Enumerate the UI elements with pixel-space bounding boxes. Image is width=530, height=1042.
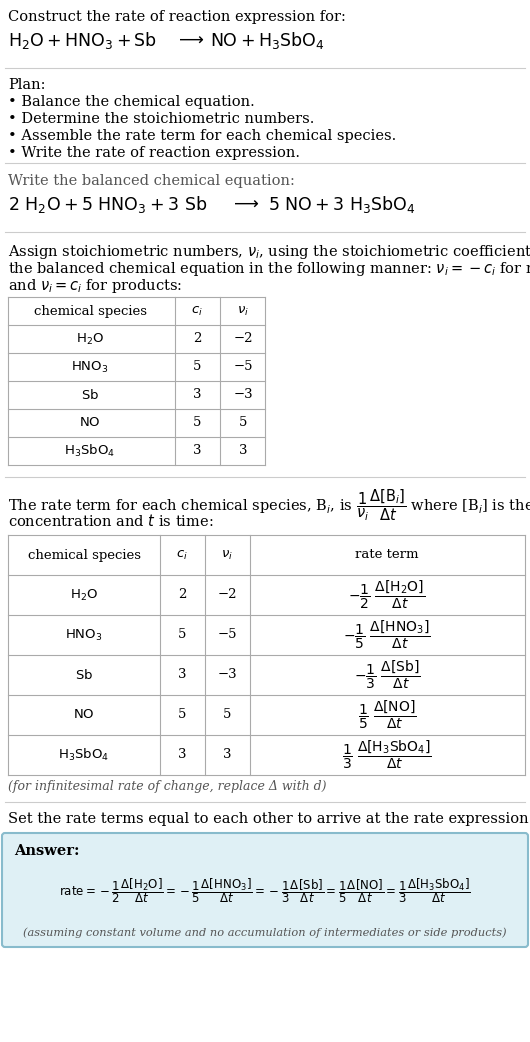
Text: 2: 2 xyxy=(178,589,186,601)
Text: −3: −3 xyxy=(217,669,237,681)
Text: 5: 5 xyxy=(193,417,201,429)
Text: 3: 3 xyxy=(178,669,186,681)
Text: −2: −2 xyxy=(217,589,237,601)
Text: Write the balanced chemical equation:: Write the balanced chemical equation: xyxy=(8,174,295,188)
Text: −2: −2 xyxy=(233,332,253,346)
Text: $c_i$: $c_i$ xyxy=(191,304,203,318)
Text: $c_i$: $c_i$ xyxy=(176,548,188,562)
Text: 5: 5 xyxy=(178,628,186,642)
Text: 5: 5 xyxy=(178,709,186,721)
Text: $\mathrm{H_2O}$: $\mathrm{H_2O}$ xyxy=(70,588,98,602)
Text: Plan:: Plan: xyxy=(8,78,46,92)
Text: Assign stoichiometric numbers, $\nu_i$, using the stoichiometric coefficients, $: Assign stoichiometric numbers, $\nu_i$, … xyxy=(8,243,530,260)
Text: • Assemble the rate term for each chemical species.: • Assemble the rate term for each chemic… xyxy=(8,129,396,143)
Text: −3: −3 xyxy=(233,389,253,401)
Text: $\mathrm{H_3SbO_4}$: $\mathrm{H_3SbO_4}$ xyxy=(65,443,116,460)
Text: $\mathrm{HNO_3}$: $\mathrm{HNO_3}$ xyxy=(71,359,109,374)
Text: $\mathrm{NO + H_3SbO_4}$: $\mathrm{NO + H_3SbO_4}$ xyxy=(210,30,324,51)
Text: the balanced chemical equation in the following manner: $\nu_i = -c_i$ for react: the balanced chemical equation in the fo… xyxy=(8,260,530,278)
Text: $\mathrm{5\ NO + 3\ H_3SbO_4}$: $\mathrm{5\ NO + 3\ H_3SbO_4}$ xyxy=(268,194,416,215)
Text: $\mathrm{NO}$: $\mathrm{NO}$ xyxy=(73,709,95,721)
Text: $\nu_i$: $\nu_i$ xyxy=(237,304,249,318)
Text: $\mathrm{HNO_3}$: $\mathrm{HNO_3}$ xyxy=(65,627,103,643)
Text: rate term: rate term xyxy=(355,548,419,562)
Text: (for infinitesimal rate of change, replace Δ with d): (for infinitesimal rate of change, repla… xyxy=(8,780,326,793)
Text: $\mathrm{rate} = -\dfrac{1}{2}\dfrac{\Delta[\mathrm{H_2O}]}{\Delta t}= -\dfrac{1: $\mathrm{rate} = -\dfrac{1}{2}\dfrac{\De… xyxy=(59,876,471,905)
Text: $\mathrm{H_2O + HNO_3 + Sb}$: $\mathrm{H_2O + HNO_3 + Sb}$ xyxy=(8,30,157,51)
Text: and $\nu_i = c_i$ for products:: and $\nu_i = c_i$ for products: xyxy=(8,277,182,295)
Text: $\mathrm{H_2O}$: $\mathrm{H_2O}$ xyxy=(76,331,104,347)
Text: • Write the rate of reaction expression.: • Write the rate of reaction expression. xyxy=(8,146,300,160)
Text: 5: 5 xyxy=(193,361,201,373)
Text: (assuming constant volume and no accumulation of intermediates or side products): (assuming constant volume and no accumul… xyxy=(23,927,507,938)
Text: −5: −5 xyxy=(233,361,253,373)
FancyBboxPatch shape xyxy=(2,833,528,947)
Text: Answer:: Answer: xyxy=(14,844,80,858)
Text: $-\dfrac{1}{2}\ \dfrac{\Delta[\mathrm{H_2O}]}{\Delta t}$: $-\dfrac{1}{2}\ \dfrac{\Delta[\mathrm{H_… xyxy=(348,578,426,612)
Text: $\nu_i$: $\nu_i$ xyxy=(221,548,233,562)
Text: • Balance the chemical equation.: • Balance the chemical equation. xyxy=(8,95,255,109)
Text: Set the rate terms equal to each other to arrive at the rate expression:: Set the rate terms equal to each other t… xyxy=(8,812,530,826)
Text: $\mathrm{Sb}$: $\mathrm{Sb}$ xyxy=(81,388,99,402)
Text: 2: 2 xyxy=(193,332,201,346)
Text: $\mathrm{NO}$: $\mathrm{NO}$ xyxy=(79,417,101,429)
Text: $\mathrm{Sb}$: $\mathrm{Sb}$ xyxy=(75,668,93,683)
Text: chemical species: chemical species xyxy=(33,304,146,318)
Text: 5: 5 xyxy=(223,709,231,721)
Text: $\longrightarrow$: $\longrightarrow$ xyxy=(230,194,260,212)
Text: $\mathrm{H_3SbO_4}$: $\mathrm{H_3SbO_4}$ xyxy=(58,747,110,763)
Text: 3: 3 xyxy=(193,389,201,401)
Text: 3: 3 xyxy=(178,748,186,762)
Text: $\dfrac{1}{3}\ \dfrac{\Delta[\mathrm{H_3SbO_4}]}{\Delta t}$: $\dfrac{1}{3}\ \dfrac{\Delta[\mathrm{H_3… xyxy=(342,739,432,771)
Text: 5: 5 xyxy=(239,417,247,429)
Text: 3: 3 xyxy=(238,445,248,457)
Text: 3: 3 xyxy=(223,748,231,762)
Text: $-\dfrac{1}{3}\ \dfrac{\Delta[\mathrm{Sb}]}{\Delta t}$: $-\dfrac{1}{3}\ \dfrac{\Delta[\mathrm{Sb… xyxy=(354,659,420,691)
Text: • Determine the stoichiometric numbers.: • Determine the stoichiometric numbers. xyxy=(8,111,314,126)
Text: Construct the rate of reaction expression for:: Construct the rate of reaction expressio… xyxy=(8,10,346,24)
Text: $\mathrm{2\ H_2O + 5\ HNO_3 + 3\ Sb}$: $\mathrm{2\ H_2O + 5\ HNO_3 + 3\ Sb}$ xyxy=(8,194,207,215)
Text: chemical species: chemical species xyxy=(28,548,140,562)
Text: $\longrightarrow$: $\longrightarrow$ xyxy=(175,30,205,48)
Text: $-\dfrac{1}{5}\ \dfrac{\Delta[\mathrm{HNO_3}]}{\Delta t}$: $-\dfrac{1}{5}\ \dfrac{\Delta[\mathrm{HN… xyxy=(343,619,431,651)
Text: 3: 3 xyxy=(193,445,201,457)
Text: −5: −5 xyxy=(217,628,237,642)
Text: The rate term for each chemical species, B$_i$, is $\dfrac{1}{\nu_i}\dfrac{\Delt: The rate term for each chemical species,… xyxy=(8,487,530,522)
Text: concentration and $t$ is time:: concentration and $t$ is time: xyxy=(8,513,214,529)
Text: $\dfrac{1}{5}\ \dfrac{\Delta[\mathrm{NO}]}{\Delta t}$: $\dfrac{1}{5}\ \dfrac{\Delta[\mathrm{NO}… xyxy=(358,699,417,731)
